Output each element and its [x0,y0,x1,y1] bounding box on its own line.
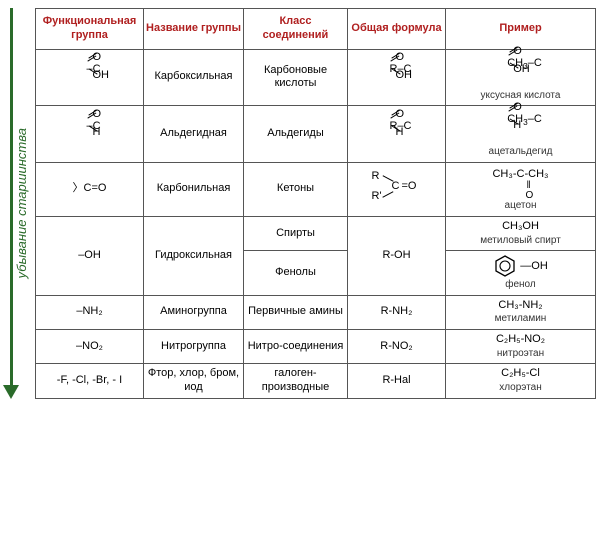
cell-ex-nitro: C₂H₅-NO₂ нитроэтан [446,329,596,363]
cell-ex-carboxyl: CH3–COOH уксусная кислота [446,49,596,106]
arrow-head-icon [3,385,19,399]
table-row: –OH Гидроксильная Спирты R-OH CH₃OH мети… [36,216,596,250]
cell-class-halogen: галоген-производные [244,364,348,399]
cell-gen-carbonyl: R R' C=O [348,162,446,216]
cell-name-halogen: Фтор, хлор, бром, иод [144,364,244,399]
ex-name: ацетон [505,200,537,213]
table-row: -F, -Cl, -Br, - I Фтор, хлор, бром, иод … [36,364,596,399]
ex-formula: C₂H₅-NO₂ [496,333,545,347]
header-compound-class: Класс соединений [244,9,348,50]
cell-name-carboxyl: Карбоксильная [144,49,244,106]
ex-formula: C₂H₅-Cl [501,367,540,381]
cell-name-aldehyde: Альдегидная [144,106,244,163]
cell-class-nitro: Нитро-соединения [244,329,348,363]
cell-fg-carbonyl: 〉C=O [36,162,144,216]
cell-name-nitro: Нитрогруппа [144,329,244,363]
cell-name-carbonyl: Карбонильная [144,162,244,216]
cell-ex-aldehyde: CH3–COH ацетальдегид [446,106,596,163]
ex-name: хлорэтан [499,382,542,395]
ex-formula: CH₃OH [502,220,539,234]
functional-groups-table: Функциональная группа Название группы Кл… [35,8,596,399]
ket-r1: R [372,170,380,184]
cell-gen-carboxyl: R–COOH [348,49,446,106]
table-row: –NO₂ Нитрогруппа Нитро-соединения R-NO₂ … [36,329,596,363]
ex-name: метиловый спирт [480,235,561,248]
header-func-group: Функциональная группа [36,9,144,50]
cell-gen-hydroxyl: R-OH [348,216,446,295]
arrow-label: убывание старшинства [14,8,29,399]
cell-gen-halogen: R-Hal [348,364,446,399]
arrow-shaft [10,8,13,385]
ex-o: O [525,190,533,203]
table-row: –COOH Карбоксильная Карбоновые кислоты R… [36,49,596,106]
cell-fg-halogen: -F, -Cl, -Br, - I [36,364,144,399]
cell-ex-amino: CH₃-NH₂ метиламин [446,295,596,329]
ex-sub: 3 [523,118,528,127]
cell-ex-carbonyl: CH₃-C-CH₃ ‖ O ацетон [446,162,596,216]
benzene-ring-icon [493,254,517,278]
seniority-arrow: убывание старшинства [8,8,35,399]
ket-r2: R' [372,190,382,204]
cell-class-carbonyl: Кетоны [244,162,348,216]
header-general-formula: Общая формула [348,9,446,50]
table-row: –COH Альдегидная Альдегиды R–COH CH3–COH… [36,106,596,163]
cell-gen-aldehyde: R–COH [348,106,446,163]
cell-fg-aldehyde: –COH [36,106,144,163]
table-header-row: Функциональная группа Название группы Кл… [36,9,596,50]
table-row: 〉C=O Карбонильная Кетоны R R' C=O CH₃-C [36,162,596,216]
cell-class-amino: Первичные амины [244,295,348,329]
header-group-name: Название группы [144,9,244,50]
ex-name: фенол [505,279,536,292]
table-row: –NH₂ Аминогруппа Первичные амины R-NH₂ C… [36,295,596,329]
cell-name-amino: Аминогруппа [144,295,244,329]
cell-fg-hydroxyl: –OH [36,216,144,295]
cell-ex-alcohol: CH₃OH метиловый спирт [446,216,596,250]
phenol-oh: OH [531,260,548,272]
ex-name: ацетальдегид [489,146,553,159]
cell-gen-nitro: R-NO₂ [348,329,446,363]
cell-fg-amino: –NH₂ [36,295,144,329]
cell-fg-nitro: –NO₂ [36,329,144,363]
cell-name-hydroxyl: Гидроксильная [144,216,244,295]
cell-class-phenols: Фенолы [244,251,348,296]
cell-class-alcohols: Спирты [244,216,348,250]
ex-formula: CH₃-C-CH₃ [492,168,548,180]
ex-name: нитроэтан [497,348,544,361]
ex-formula: CH₃-NH₂ [498,299,542,313]
cell-fg-carboxyl: –COOH [36,49,144,106]
cell-gen-amino: R-NH₂ [348,295,446,329]
cell-ex-halogen: C₂H₅-Cl хлорэтан [446,364,596,399]
cell-class-carboxyl: Карбоновые кислоты [244,49,348,106]
table-wrapper: убывание старшинства Функциональная груп… [8,8,596,399]
cell-ex-phenol: —OH фенол [446,251,596,296]
ex-name: метиламин [495,313,547,326]
cell-class-aldehyde: Альдегиды [244,106,348,163]
header-example: Пример [446,9,596,50]
